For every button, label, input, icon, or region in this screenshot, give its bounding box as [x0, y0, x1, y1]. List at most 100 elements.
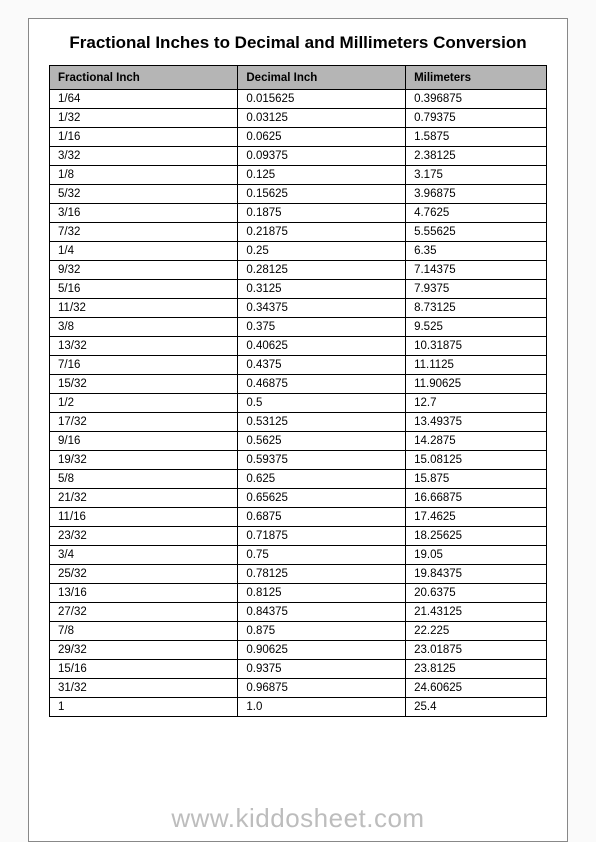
table-row: 17/320.5312513.49375: [50, 413, 547, 432]
table-row: 31/320.9687524.60625: [50, 679, 547, 698]
table-cell: 29/32: [50, 641, 238, 660]
table-body: 1/640.0156250.3968751/320.031250.793751/…: [50, 90, 547, 717]
table-cell: 0.03125: [238, 109, 406, 128]
table-cell: 19.05: [406, 546, 547, 565]
table-cell: 0.5: [238, 394, 406, 413]
table-cell: 0.09375: [238, 147, 406, 166]
table-cell: 27/32: [50, 603, 238, 622]
table-cell: 13/32: [50, 337, 238, 356]
table-row: 1/80.1253.175: [50, 166, 547, 185]
table-cell: 7/32: [50, 223, 238, 242]
table-cell: 7/16: [50, 356, 238, 375]
table-cell: 5/16: [50, 280, 238, 299]
table-cell: 5.55625: [406, 223, 547, 242]
table-cell: 2.38125: [406, 147, 547, 166]
table-row: 1/640.0156250.396875: [50, 90, 547, 109]
table-cell: 0.1875: [238, 204, 406, 223]
col-header-fractional: Fractional Inch: [50, 66, 238, 90]
table-cell: 1/64: [50, 90, 238, 109]
table-row: 11.025.4: [50, 698, 547, 717]
table-row: 1/320.031250.79375: [50, 109, 547, 128]
table-row: 3/40.7519.05: [50, 546, 547, 565]
table-cell: 1: [50, 698, 238, 717]
table-cell: 9.525: [406, 318, 547, 337]
table-cell: 11.1125: [406, 356, 547, 375]
table-row: 19/320.5937515.08125: [50, 451, 547, 470]
table-row: 1/20.512.7: [50, 394, 547, 413]
table-cell: 4.7625: [406, 204, 547, 223]
table-row: 13/320.4062510.31875: [50, 337, 547, 356]
table-row: 25/320.7812519.84375: [50, 565, 547, 584]
table-cell: 1.5875: [406, 128, 547, 147]
table-cell: 0.625: [238, 470, 406, 489]
table-cell: 0.78125: [238, 565, 406, 584]
table-row: 7/160.437511.1125: [50, 356, 547, 375]
table-cell: 1/4: [50, 242, 238, 261]
table-cell: 0.75: [238, 546, 406, 565]
table-row: 7/320.218755.55625: [50, 223, 547, 242]
table-cell: 0.5625: [238, 432, 406, 451]
table-cell: 16.66875: [406, 489, 547, 508]
table-cell: 3.96875: [406, 185, 547, 204]
table-cell: 0.28125: [238, 261, 406, 280]
page-title: Fractional Inches to Decimal and Millime…: [49, 33, 547, 53]
table-cell: 31/32: [50, 679, 238, 698]
table-cell: 3/4: [50, 546, 238, 565]
table-cell: 0.59375: [238, 451, 406, 470]
table-cell: 21.43125: [406, 603, 547, 622]
table-cell: 1/32: [50, 109, 238, 128]
table-row: 1/160.06251.5875: [50, 128, 547, 147]
table-cell: 15.08125: [406, 451, 547, 470]
table-cell: 0.84375: [238, 603, 406, 622]
table-cell: 17/32: [50, 413, 238, 432]
table-cell: 0.96875: [238, 679, 406, 698]
table-row: 11/160.687517.4625: [50, 508, 547, 527]
table-cell: 8.73125: [406, 299, 547, 318]
table-cell: 25/32: [50, 565, 238, 584]
table-row: 21/320.6562516.66875: [50, 489, 547, 508]
table-cell: 15.875: [406, 470, 547, 489]
table-cell: 23.8125: [406, 660, 547, 679]
table-cell: 0.0625: [238, 128, 406, 147]
table-cell: 1/16: [50, 128, 238, 147]
table-cell: 13.49375: [406, 413, 547, 432]
table-cell: 0.125: [238, 166, 406, 185]
table-cell: 22.225: [406, 622, 547, 641]
table-cell: 0.015625: [238, 90, 406, 109]
table-cell: 15/16: [50, 660, 238, 679]
table-row: 1/40.256.35: [50, 242, 547, 261]
table-row: 15/160.937523.8125: [50, 660, 547, 679]
table-cell: 5/32: [50, 185, 238, 204]
table-cell: 0.53125: [238, 413, 406, 432]
col-header-decimal: Decimal Inch: [238, 66, 406, 90]
table-cell: 6.35: [406, 242, 547, 261]
table-cell: 19.84375: [406, 565, 547, 584]
table-cell: 3/8: [50, 318, 238, 337]
table-cell: 0.25: [238, 242, 406, 261]
table-cell: 0.40625: [238, 337, 406, 356]
table-cell: 5/8: [50, 470, 238, 489]
table-row: 9/320.281257.14375: [50, 261, 547, 280]
table-header-row: Fractional Inch Decimal Inch Milimeters: [50, 66, 547, 90]
conversion-table: Fractional Inch Decimal Inch Milimeters …: [49, 65, 547, 717]
table-row: 27/320.8437521.43125: [50, 603, 547, 622]
table-row: 5/80.62515.875: [50, 470, 547, 489]
footer-url: www.kiddosheet.com: [0, 803, 596, 834]
table-cell: 1/2: [50, 394, 238, 413]
table-row: 5/160.31257.9375: [50, 280, 547, 299]
table-cell: 0.375: [238, 318, 406, 337]
table-cell: 0.90625: [238, 641, 406, 660]
table-cell: 1/8: [50, 166, 238, 185]
table-row: 23/320.7187518.25625: [50, 527, 547, 546]
table-row: 3/320.093752.38125: [50, 147, 547, 166]
table-cell: 20.6375: [406, 584, 547, 603]
table-cell: 7.14375: [406, 261, 547, 280]
table-row: 3/80.3759.525: [50, 318, 547, 337]
table-cell: 0.3125: [238, 280, 406, 299]
table-cell: 0.4375: [238, 356, 406, 375]
table-cell: 11/16: [50, 508, 238, 527]
table-row: 13/160.812520.6375: [50, 584, 547, 603]
table-cell: 9/16: [50, 432, 238, 451]
table-row: 11/320.343758.73125: [50, 299, 547, 318]
table-row: 7/80.87522.225: [50, 622, 547, 641]
